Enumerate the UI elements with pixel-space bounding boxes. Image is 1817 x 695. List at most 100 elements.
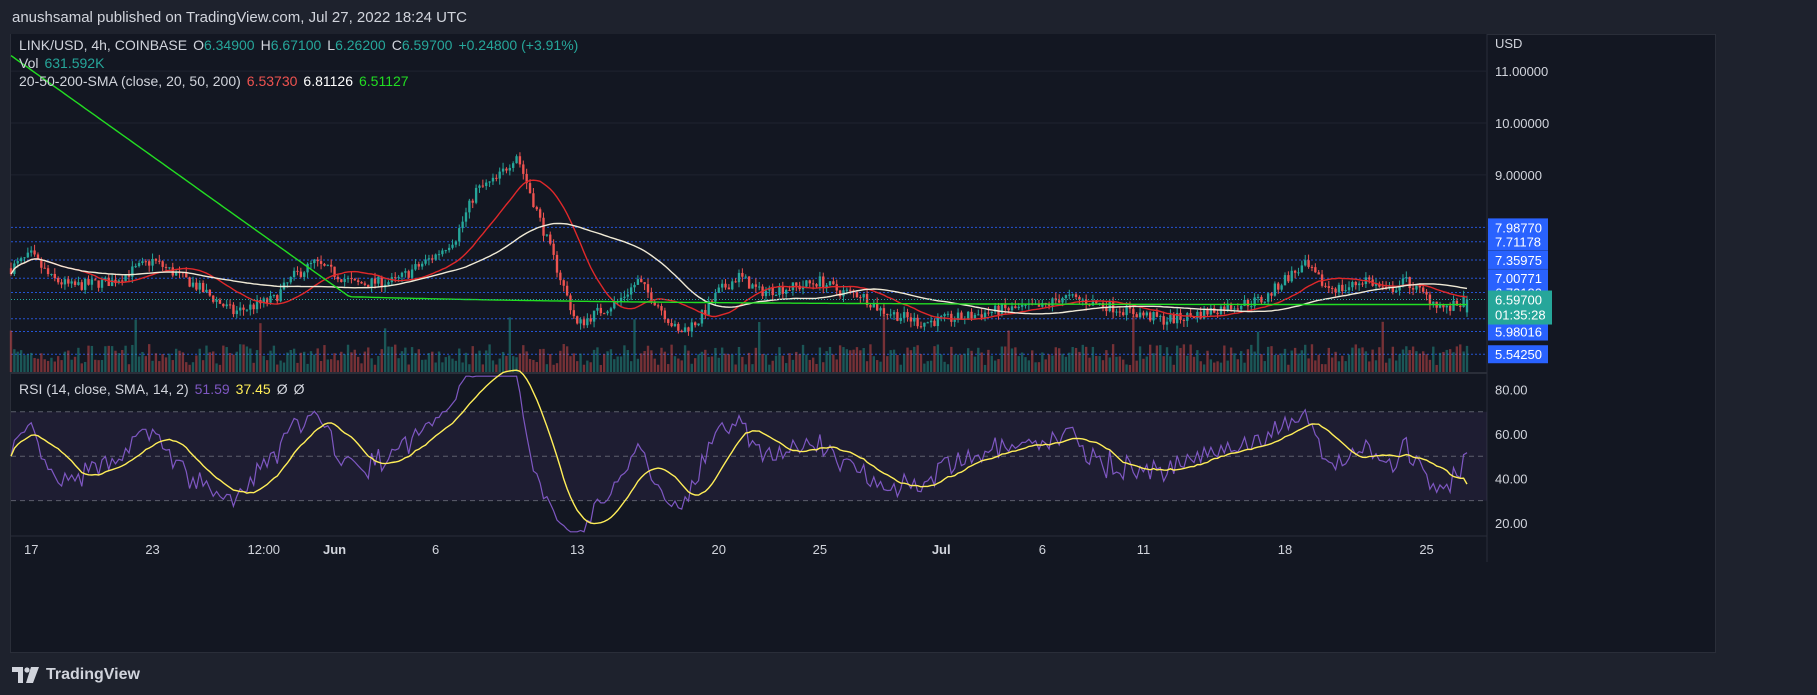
candle-body[interactable] xyxy=(249,304,252,310)
candle-body[interactable] xyxy=(562,280,565,286)
candle-body[interactable] xyxy=(1243,299,1246,306)
candle-body[interactable] xyxy=(700,309,704,324)
candle-body[interactable] xyxy=(1088,304,1091,306)
candle-body[interactable] xyxy=(252,304,255,310)
candle-body[interactable] xyxy=(828,281,832,286)
candle-body[interactable] xyxy=(232,304,235,315)
candle-body[interactable] xyxy=(471,200,474,203)
candle-body[interactable] xyxy=(1307,260,1310,267)
candle-body[interactable] xyxy=(687,327,690,332)
candle-body[interactable] xyxy=(663,310,667,320)
candle-body[interactable] xyxy=(815,284,818,287)
candle-body[interactable] xyxy=(154,258,158,261)
candle-body[interactable] xyxy=(774,295,778,297)
candle-body[interactable] xyxy=(1078,296,1081,300)
candle-body[interactable] xyxy=(77,282,80,285)
candle-body[interactable] xyxy=(94,279,97,281)
candle-body[interactable] xyxy=(926,322,929,324)
rsi-sma-line[interactable] xyxy=(10,369,1468,525)
candle-body[interactable] xyxy=(727,287,731,290)
candle-body[interactable] xyxy=(1024,304,1027,306)
candle-body[interactable] xyxy=(30,250,33,253)
candle-body[interactable] xyxy=(33,250,36,255)
candle-body[interactable] xyxy=(512,163,515,168)
candle-body[interactable] xyxy=(1337,284,1341,293)
candle-body[interactable] xyxy=(764,290,768,297)
candle-body[interactable] xyxy=(879,308,882,311)
candle-body[interactable] xyxy=(626,294,629,297)
candle-body[interactable] xyxy=(818,276,822,287)
candle-body[interactable] xyxy=(356,280,360,282)
candle-body[interactable] xyxy=(1135,314,1138,318)
candle-body[interactable] xyxy=(973,314,977,319)
candle-body[interactable] xyxy=(427,258,431,260)
candle-body[interactable] xyxy=(107,277,110,287)
candle-body[interactable] xyxy=(1331,287,1334,289)
candle-body[interactable] xyxy=(1465,299,1469,313)
candle-body[interactable] xyxy=(316,259,319,262)
candle-body[interactable] xyxy=(656,305,660,307)
candle-body[interactable] xyxy=(1361,283,1364,285)
candle-body[interactable] xyxy=(97,280,100,288)
candle-body[interactable] xyxy=(923,322,926,327)
candle-body[interactable] xyxy=(1145,312,1148,316)
candle-body[interactable] xyxy=(50,273,53,275)
candle-body[interactable] xyxy=(1068,294,1071,296)
candle-body[interactable] xyxy=(1327,286,1330,288)
candle-body[interactable] xyxy=(46,268,50,275)
candle-body[interactable] xyxy=(228,304,232,306)
candle-body[interactable] xyxy=(1425,291,1428,295)
volume-label[interactable]: Vol xyxy=(19,55,39,71)
candle-body[interactable] xyxy=(508,167,511,171)
candle-body[interactable] xyxy=(1125,305,1128,316)
candle-body[interactable] xyxy=(19,258,23,262)
candle-body[interactable] xyxy=(565,285,569,296)
candle-body[interactable] xyxy=(640,279,643,283)
candle-body[interactable] xyxy=(299,271,303,277)
candle-body[interactable] xyxy=(1452,300,1455,311)
candle-body[interactable] xyxy=(559,272,562,281)
candle-body[interactable] xyxy=(599,307,602,314)
candle-body[interactable] xyxy=(1459,305,1462,308)
sma50-line[interactable] xyxy=(10,222,1468,315)
candle-body[interactable] xyxy=(195,282,198,290)
candle-body[interactable] xyxy=(434,254,437,260)
candle-body[interactable] xyxy=(1037,303,1041,307)
candle-body[interactable] xyxy=(542,217,545,236)
candle-body[interactable] xyxy=(100,279,104,288)
candle-body[interactable] xyxy=(1142,312,1145,316)
candle-body[interactable] xyxy=(57,278,60,283)
candle-body[interactable] xyxy=(164,266,168,268)
candle-body[interactable] xyxy=(1317,272,1320,275)
candle-body[interactable] xyxy=(636,279,640,285)
candle-body[interactable] xyxy=(683,327,687,333)
candle-body[interactable] xyxy=(960,312,963,320)
candle-body[interactable] xyxy=(245,309,249,311)
candle-body[interactable] xyxy=(1186,313,1189,321)
candle-body[interactable] xyxy=(950,313,953,322)
candle-body[interactable] xyxy=(1462,295,1465,308)
candle-body[interactable] xyxy=(377,276,380,284)
candle-body[interactable] xyxy=(1165,321,1169,325)
candle-body[interactable] xyxy=(262,298,265,304)
candle-body[interactable] xyxy=(892,312,896,315)
candle-body[interactable] xyxy=(454,241,458,245)
candle-body[interactable] xyxy=(576,316,579,324)
candle-body[interactable] xyxy=(421,263,424,267)
candle-body[interactable] xyxy=(323,263,326,266)
candle-body[interactable] xyxy=(397,276,400,278)
candle-body[interactable] xyxy=(1182,319,1186,321)
candle-body[interactable] xyxy=(589,318,592,322)
candle-body[interactable] xyxy=(498,171,501,179)
candle-body[interactable] xyxy=(215,299,218,302)
candle-body[interactable] xyxy=(528,183,532,194)
candle-body[interactable] xyxy=(174,272,178,276)
candle-body[interactable] xyxy=(63,279,67,285)
candle-body[interactable] xyxy=(1105,306,1108,312)
candle-body[interactable] xyxy=(983,312,987,318)
candle-body[interactable] xyxy=(1246,299,1250,307)
candle-body[interactable] xyxy=(572,310,576,317)
candle-body[interactable] xyxy=(845,289,849,291)
candle-body[interactable] xyxy=(292,270,296,278)
candle-body[interactable] xyxy=(909,317,913,322)
